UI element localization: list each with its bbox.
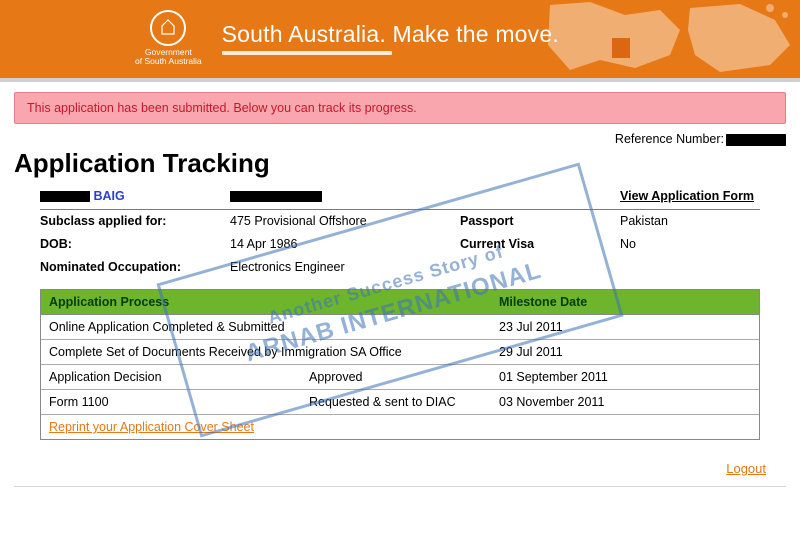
process-date: 23 Jul 2011 <box>491 315 759 339</box>
passport-label: Passport <box>460 210 620 234</box>
gov-logo: Government of South Australia <box>135 10 202 67</box>
process-header-right: Milestone Date <box>491 290 759 314</box>
process-status: Approved <box>301 365 491 389</box>
process-header-left: Application Process <box>41 290 491 314</box>
header-map-decoration <box>540 0 800 78</box>
tagline-underline <box>222 51 392 55</box>
process-row: Reprint your Application Cover Sheet <box>41 414 759 439</box>
process-step: Online Application Completed & Submitted <box>41 315 491 339</box>
process-row: Complete Set of Documents Received by Im… <box>41 339 759 364</box>
process-date: 01 September 2011 <box>491 365 759 389</box>
process-date: 29 Jul 2011 <box>491 340 759 364</box>
process-step: Form 1100 <box>41 390 301 414</box>
visa-value: No <box>620 233 760 256</box>
occupation-value: Electronics Engineer <box>230 256 460 279</box>
logout-link[interactable]: Logout <box>726 461 766 476</box>
reference-number: Reference Number: <box>14 132 786 146</box>
redacted-reference <box>726 134 786 146</box>
footer-divider <box>14 486 786 487</box>
subclass-value: 475 Provisional Offshore <box>230 210 460 234</box>
passport-value: Pakistan <box>620 210 760 234</box>
process-table: Application Process Milestone Date Onlin… <box>40 289 760 440</box>
applicant-details: BAIG View Application Form Subclass appl… <box>40 185 760 279</box>
process-header-row: Application Process Milestone Date <box>41 290 759 314</box>
dob-label: DOB: <box>40 233 230 256</box>
reprint-cover-sheet-link[interactable]: Reprint your Application Cover Sheet <box>49 420 254 434</box>
view-application-form-link[interactable]: View Application Form <box>620 189 754 203</box>
gov-label-2: of South Australia <box>135 57 202 66</box>
reference-label: Reference Number: <box>615 132 724 146</box>
crest-icon <box>150 10 186 46</box>
dob-value: 14 Apr 1986 <box>230 233 460 256</box>
applicant-surname-link[interactable]: BAIG <box>93 189 124 203</box>
subclass-label: Subclass applied for: <box>40 210 230 234</box>
process-step: Application Decision <box>41 365 301 389</box>
occupation-label: Nominated Occupation: <box>40 256 230 279</box>
process-step: Complete Set of Documents Received by Im… <box>41 340 491 364</box>
process-date: 03 November 2011 <box>491 390 759 414</box>
process-row: Application Decision Approved 01 Septemb… <box>41 364 759 389</box>
redacted-id <box>230 191 322 202</box>
visa-label: Current Visa <box>460 233 620 256</box>
process-status: Requested & sent to DIAC <box>301 390 491 414</box>
redacted-firstname <box>40 191 90 202</box>
process-row: Form 1100 Requested & sent to DIAC 03 No… <box>41 389 759 414</box>
site-header: Government of South Australia South Aust… <box>0 0 800 78</box>
page-title: Application Tracking <box>14 148 786 179</box>
tagline: South Australia. Make the move. <box>222 21 559 48</box>
process-row: Online Application Completed & Submitted… <box>41 314 759 339</box>
submission-alert: This application has been submitted. Bel… <box>14 92 786 124</box>
